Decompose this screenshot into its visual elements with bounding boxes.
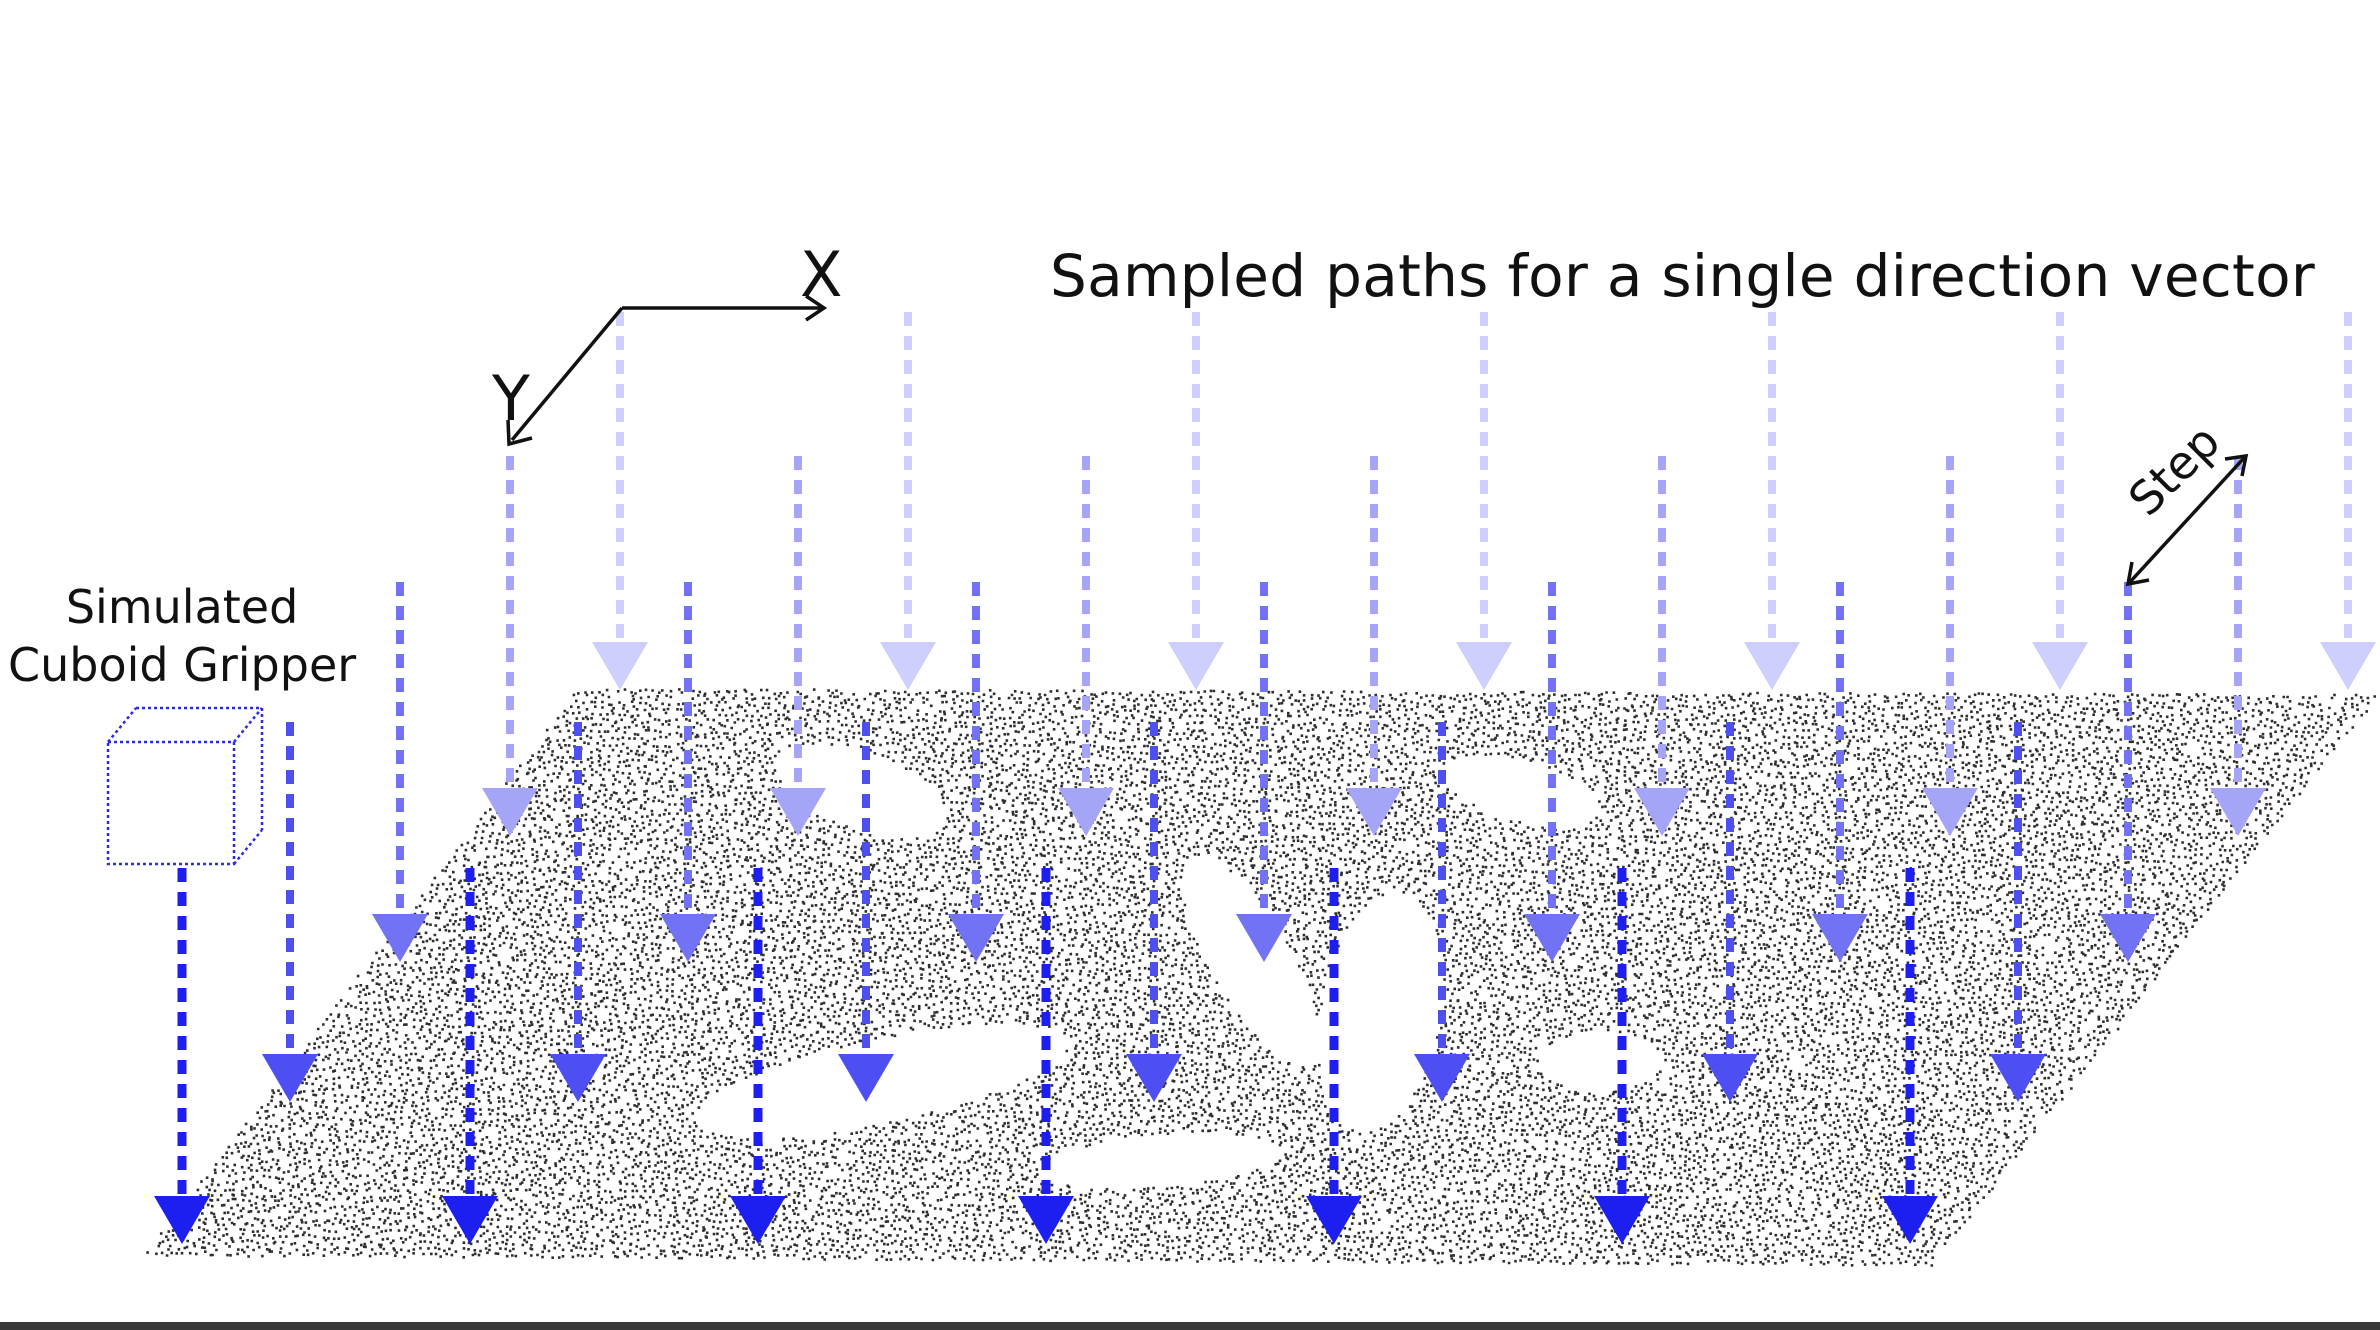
step-double-arrow (2128, 456, 2246, 584)
step-arrowhead-top (2224, 453, 2249, 477)
simulated-cuboid-gripper (106, 706, 264, 866)
sampled-path-arrow (2100, 582, 2156, 962)
sampled-path-arrow (1168, 312, 1224, 690)
step-indicator (2125, 453, 2249, 587)
sampled-paths (154, 312, 2376, 1244)
gripper-label: Simulated Cuboid Gripper (8, 578, 356, 694)
path-arrowhead (154, 1196, 210, 1244)
path-arrowhead (1744, 642, 1800, 690)
path-arrowhead (2100, 914, 2156, 962)
path-arrowhead (1812, 914, 1868, 962)
x-axis-arrowhead (805, 294, 828, 322)
y-axis-arrow (510, 306, 624, 442)
sampled-path-arrow (2210, 456, 2266, 836)
sampled-path-arrow (1126, 722, 1182, 1102)
sampled-path-arrow (1058, 456, 1114, 836)
step-arrowhead-bottom (2125, 561, 2150, 587)
path-arrowhead (482, 788, 538, 836)
path-arrowhead (660, 914, 716, 962)
sampled-path-arrow (592, 312, 648, 690)
point-cloud-surface (146, 688, 2376, 1267)
sampled-path-arrow (1594, 868, 1650, 1244)
path-arrowhead (2210, 788, 2266, 836)
path-arrowhead (838, 1054, 894, 1102)
sampled-path-arrow (154, 868, 210, 1244)
sampled-path-arrow (1882, 868, 1938, 1244)
sampled-path-arrow (838, 722, 894, 1102)
path-arrowhead (1018, 1196, 1074, 1244)
gripper-label-line-2: Cuboid Gripper (8, 638, 357, 692)
path-arrowhead (1306, 1196, 1362, 1244)
gripper-label-line-1: Simulated (65, 580, 299, 634)
sampled-path-arrow (1018, 868, 1074, 1244)
sampled-path-arrow (1990, 722, 2046, 1102)
sampled-path-arrow (948, 582, 1004, 962)
path-arrowhead (880, 642, 936, 690)
path-arrowhead (1126, 1054, 1182, 1102)
sampled-path-arrow (1744, 312, 1800, 690)
sampled-path-arrow (1236, 582, 1292, 962)
sampled-path-arrow (442, 868, 498, 1244)
y-axis-label: Y (492, 362, 530, 435)
sampled-path-arrow (770, 456, 826, 836)
sampled-path-arrow (262, 722, 318, 1102)
path-arrowhead (1456, 642, 1512, 690)
path-arrowhead (1990, 1054, 2046, 1102)
path-arrowhead (1346, 788, 1402, 836)
sampled-path-arrow (1702, 722, 1758, 1102)
path-arrowhead (592, 642, 648, 690)
sampled-path-arrow (1346, 456, 1402, 836)
path-arrowhead (1702, 1054, 1758, 1102)
gripper-cuboid-icon (106, 706, 264, 866)
path-arrowhead (1414, 1054, 1470, 1102)
x-axis-label: X (800, 238, 843, 311)
path-arrowhead (1594, 1196, 1650, 1244)
path-arrowhead (1634, 788, 1690, 836)
path-arrowhead (1524, 914, 1580, 962)
sampled-path-arrow (2320, 312, 2376, 690)
sampled-path-arrow (1812, 582, 1868, 962)
sampled-path-arrow (550, 722, 606, 1102)
sampled-path-arrow (1524, 582, 1580, 962)
path-arrowhead (1168, 642, 1224, 690)
diagram-title: Sampled paths for a single direction vec… (1050, 242, 2316, 310)
sampled-path-arrow (730, 868, 786, 1244)
sampled-path-arrow (1456, 312, 1512, 690)
path-arrowhead (2320, 642, 2376, 690)
sampled-path-arrow (372, 582, 428, 962)
sampled-path-arrow (2032, 312, 2088, 690)
path-arrowhead (372, 914, 428, 962)
sampled-path-arrow (1922, 456, 1978, 836)
sampled-path-arrow (1634, 456, 1690, 836)
path-arrowhead (442, 1196, 498, 1244)
sampled-path-arrow (482, 456, 538, 836)
path-arrowhead (730, 1196, 786, 1244)
bottom-border (0, 1322, 2380, 1330)
path-arrowhead (262, 1054, 318, 1102)
path-arrowhead (770, 788, 826, 836)
path-arrowhead (1882, 1196, 1938, 1244)
path-arrowhead (2032, 642, 2088, 690)
path-arrowhead (948, 914, 1004, 962)
point-cloud-points (146, 688, 2376, 1267)
sampled-path-arrow (880, 312, 936, 690)
path-arrowhead (1058, 788, 1114, 836)
sampled-path-arrow (660, 582, 716, 962)
sampled-path-arrow (1414, 722, 1470, 1102)
path-arrowhead (550, 1054, 606, 1102)
path-arrowhead (1922, 788, 1978, 836)
path-arrowhead (1236, 914, 1292, 962)
sampled-path-arrow (1306, 868, 1362, 1244)
axes-indicator (506, 294, 828, 447)
y-axis-arrowhead (506, 419, 533, 447)
